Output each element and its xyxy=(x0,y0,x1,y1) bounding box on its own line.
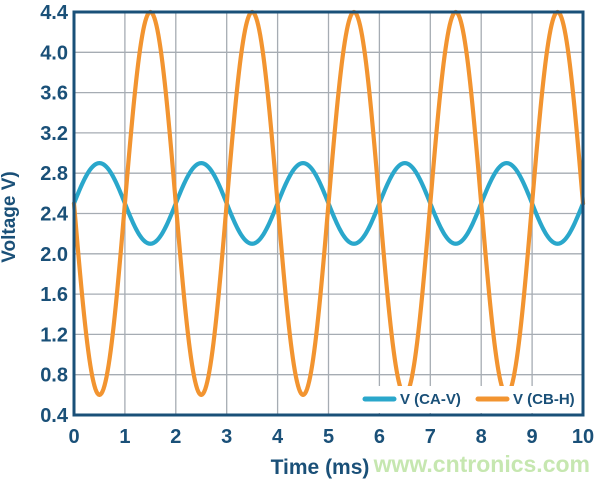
x-tick-label: 8 xyxy=(476,426,487,448)
y-tick-label: 4.4 xyxy=(40,2,69,24)
x-tick-label: 3 xyxy=(221,426,232,448)
legend-label-2: V (CB-H) xyxy=(513,391,575,408)
y-tick-label: 2.0 xyxy=(40,244,68,266)
x-tick-label: 1 xyxy=(119,426,130,448)
y-tick-label: 2.8 xyxy=(40,163,68,185)
x-tick-label: 6 xyxy=(374,426,385,448)
y-tick-label: 1.2 xyxy=(40,324,68,346)
y-tick-label: 0.8 xyxy=(40,365,68,387)
y-axis-title: Voltage V) xyxy=(0,171,20,263)
plot-border xyxy=(72,10,585,417)
series-line-2 xyxy=(71,9,586,397)
y-tick-label: 0.4 xyxy=(40,405,69,427)
x-tick-label: 5 xyxy=(323,426,334,448)
x-tick-label: 7 xyxy=(425,426,436,448)
x-tick-label: 0 xyxy=(68,426,79,448)
x-tick-label: 10 xyxy=(572,426,594,448)
watermark-text: www.cntronics.com xyxy=(373,451,590,477)
y-tick-label: 1.6 xyxy=(40,284,68,306)
x-tick-label: 4 xyxy=(272,426,284,448)
y-tick-label: 4.0 xyxy=(40,42,68,64)
y-tick-label: 3.6 xyxy=(40,83,68,105)
x-tick-label: 2 xyxy=(170,426,181,448)
y-tick-label: 3.2 xyxy=(40,123,68,145)
y-tick-label: 2.4 xyxy=(40,204,69,226)
x-tick-label: 9 xyxy=(527,426,538,448)
x-axis-title: Time (ms) xyxy=(271,456,370,479)
legend-label-1: V (CA-V) xyxy=(400,391,461,408)
